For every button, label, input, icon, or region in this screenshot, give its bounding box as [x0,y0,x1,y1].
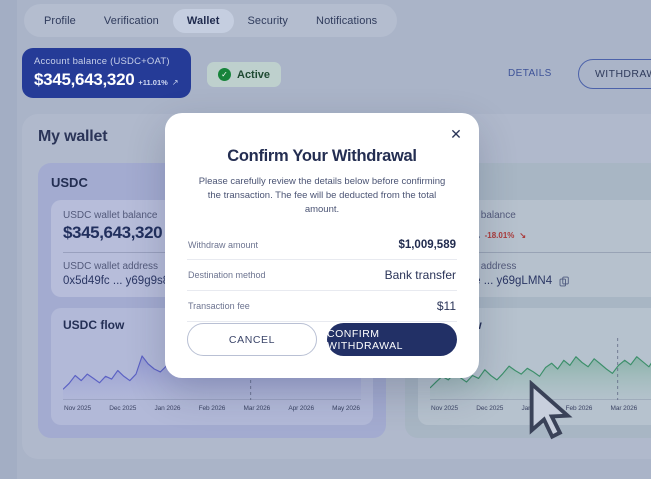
page-title: My wallet [38,128,108,145]
oat-balance-delta: -18.01% [484,231,515,240]
detail-key: Withdraw amount [188,240,259,250]
account-balance-label: Account balance (USDC+OAT) [34,56,170,67]
detail-value: $11 [436,299,456,313]
oat-axis-tick: Nov 2025 [431,405,459,412]
account-status-badge: ✓ Active [207,62,282,87]
tab-profile[interactable]: Profile [44,14,76,27]
usdc-balance-label: USDC wallet balance [63,210,158,221]
usdc-balance-value: $345,643,320 [63,223,163,242]
settings-tabbar: Profile Verification Wallet Security Not… [24,4,398,37]
usdc-axis-tick: Feb 2026 [198,405,226,412]
usdc-axis-tick: Jan 2026 [154,405,181,412]
oat-flow-chart: $345,643,320 -27.8% 10.02.2026 [430,338,651,440]
confirm-withdrawal-modal: ✕ Confirm Your Withdrawal Please careful… [165,113,479,378]
account-balance-value: $345,643,320 [34,70,135,89]
account-balance-row: $345,643,320 +11.01% ↗ [34,70,179,90]
page-gutter [0,0,17,479]
detail-row: Withdraw amount $1,009,589 [187,231,457,260]
detail-row: Transaction fee $11 [187,291,457,322]
detail-row: Destination method Bank transfer [187,260,457,291]
oat-axis-tick: Dec 2025 [476,405,504,412]
confirm-withdrawal-button[interactable]: CONFIRM WITHDRAWAL [327,323,457,356]
close-icon[interactable]: ✕ [450,126,462,142]
usdc-address-row: 0x5d49fc ... y69g9s8 [63,275,361,287]
account-withdraw-button[interactable]: WITHDRAW [578,59,651,89]
usdc-axis: Nov 2025 Dec 2025 Jan 2026 Feb 2026 Mar … [63,405,361,412]
detail-value: Bank transfer [384,268,456,282]
tab-notifications[interactable]: Notifications [316,14,378,27]
usdc-axis-tick: Apr 2026 [288,405,314,412]
modal-subtitle: Please carefully review the details belo… [198,176,446,215]
account-balance-card: Account balance (USDC+OAT) $345,643,320 … [22,48,191,98]
oat-axis-tick: Mar 2026 [610,405,638,412]
usdc-address-label: USDC wallet address [63,261,159,272]
status-badge-label: Active [237,68,271,81]
account-details-link[interactable]: DETAILS [508,68,552,79]
mouse-cursor-icon [529,380,573,440]
tab-security[interactable]: Security [247,14,289,27]
tab-verification[interactable]: Verification [103,14,159,27]
usdc-card-title: USDC [51,175,88,190]
tab-wallet[interactable]: Wallet [172,8,234,33]
usdc-axis-tick: Mar 2026 [243,405,271,412]
usdc-axis-tick: May 2026 [332,405,360,412]
cancel-button[interactable]: CANCEL [187,323,318,356]
usdc-axis-tick: Nov 2025 [64,405,92,412]
detail-key: Transaction fee [188,301,250,311]
account-balance-delta: +11.01% [138,78,168,87]
modal-title: Confirm Your Withdrawal [227,147,417,165]
usdc-balance-row: $345,643,320 [63,223,361,243]
usdc-axis-tick: Dec 2025 [109,405,137,412]
trend-down-icon: ↘ [519,231,527,240]
usdc-flow-title: USDC flow [63,318,125,332]
oat-flow-svg [430,338,651,400]
copy-icon[interactable] [559,276,570,287]
detail-value: $1,009,589 [398,239,456,251]
usdc-address-value: 0x5d49fc ... y69g9s8 [63,275,170,287]
modal-actions: CANCEL CONFIRM WITHDRAWAL [187,323,457,356]
check-circle-icon: ✓ [218,68,231,81]
detail-key: Destination method [188,270,266,280]
trend-up-icon: ↗ [171,78,179,87]
oat-axis-tick: Feb 2026 [565,405,593,412]
oat-divider [430,252,651,253]
